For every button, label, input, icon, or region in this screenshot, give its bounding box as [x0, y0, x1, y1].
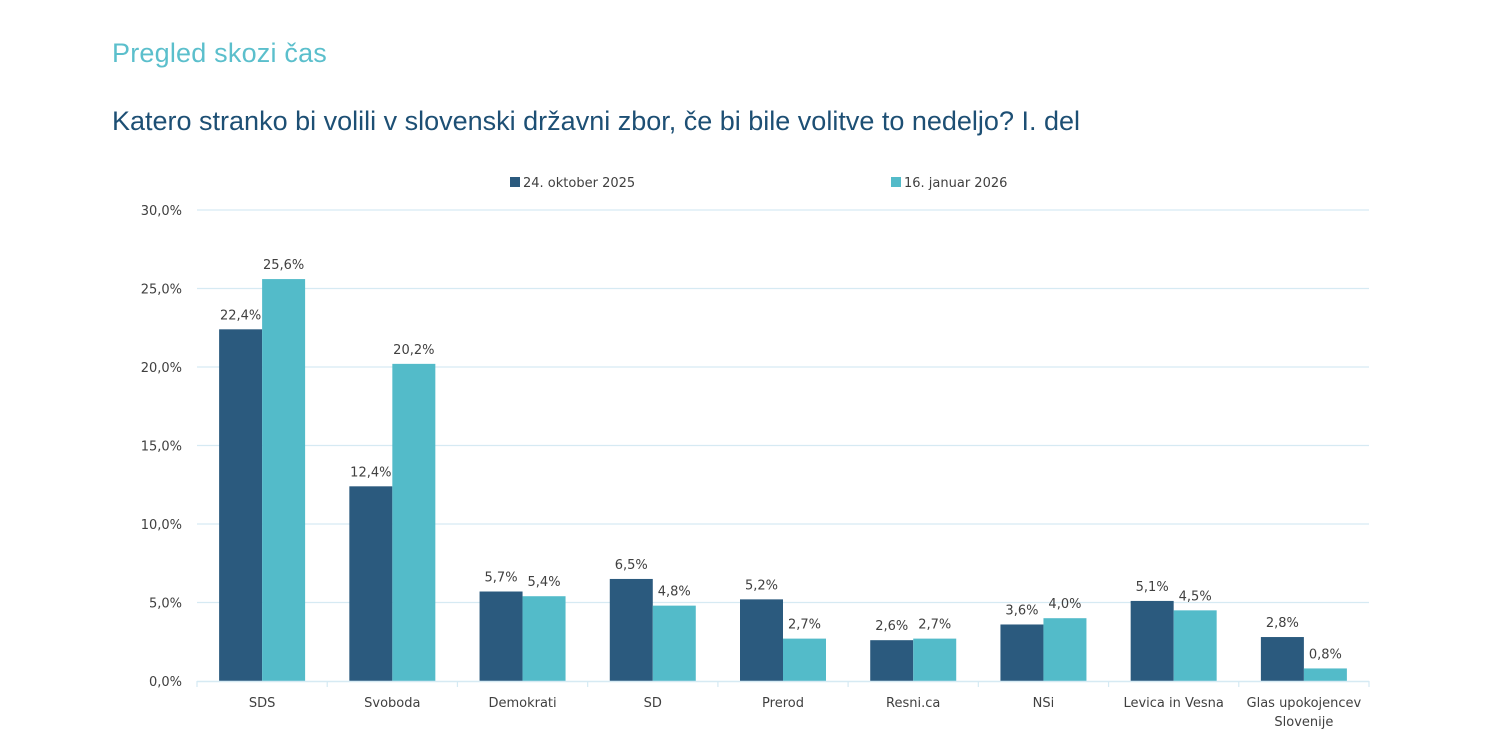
- data-label: 4,0%: [1048, 597, 1081, 612]
- question-text: Katero stranko bi volili v slovenski drž…: [112, 106, 1014, 136]
- x-category-label: SD: [644, 696, 662, 711]
- bar-januar-2026: [783, 638, 826, 681]
- data-label: 5,7%: [485, 571, 518, 586]
- y-tick-label: 25,0%: [141, 283, 182, 298]
- bar-oktober-2025: [219, 329, 263, 681]
- y-tick-label: 10,0%: [141, 518, 182, 533]
- y-tick-label: 15,0%: [141, 440, 182, 455]
- bar-januar-2026: [652, 605, 696, 681]
- data-label: 20,2%: [393, 343, 434, 358]
- bar-januar-2026: [1303, 668, 1347, 681]
- x-category-label: Svoboda: [364, 696, 420, 711]
- y-axis-ticks: 0,0% 5,0% 10,0% 15,0% 20,0% 25,0% 30,0%: [141, 204, 182, 690]
- y-tick-label: 5,0%: [149, 597, 182, 612]
- x-category-label: Levica in Vesna: [1123, 696, 1223, 711]
- legend-swatch: [510, 177, 520, 187]
- x-category-label: Glas upokojencev: [1247, 696, 1362, 711]
- data-label: 5,2%: [745, 578, 778, 593]
- bar-oktober-2025: [870, 640, 914, 681]
- bar-januar-2026: [522, 596, 566, 681]
- data-labels: 22,4% 12,4% 5,7% 6,5% 5,2% 2,6% 3,6% 5,1% 2,8% 25…: [220, 258, 1342, 662]
- x-category-label: NSi: [1033, 696, 1055, 711]
- bar-oktober-2025: [479, 591, 523, 681]
- bar-oktober-2025: [1260, 637, 1304, 681]
- bar-oktober-2025: [740, 599, 783, 681]
- data-label: 4,5%: [1179, 589, 1212, 604]
- bar-januar-2026: [1173, 610, 1217, 681]
- x-category-label: Prerod: [762, 696, 804, 711]
- legend-label: 24. oktober 2025: [523, 176, 635, 191]
- x-category-label: Resni.ca: [886, 696, 940, 711]
- data-label: 6,5%: [615, 558, 648, 573]
- data-label: 22,4%: [220, 308, 261, 323]
- data-label: 25,6%: [263, 258, 304, 273]
- x-axis: SDS Svoboda Demokrati SD Prerod Resni.ca NSi Le…: [196, 680, 1370, 730]
- question-part-suffix: I. del: [1013, 106, 1081, 136]
- data-label: 12,4%: [350, 465, 391, 480]
- data-label: 2,7%: [918, 618, 951, 633]
- bar-januar-2026: [392, 363, 436, 681]
- data-label: 0,8%: [1309, 647, 1342, 662]
- bar-januar-2026: [262, 279, 306, 681]
- legend-swatch: [891, 177, 901, 187]
- data-label: 5,4%: [528, 575, 561, 590]
- bar-januar-2026: [1043, 618, 1087, 681]
- legend: 24. oktober 2025 16. januar 2026: [510, 176, 1007, 191]
- legend-label: 16. januar 2026: [904, 176, 1007, 191]
- bar-oktober-2025: [1000, 624, 1044, 681]
- data-label: 2,7%: [788, 618, 821, 633]
- data-label: 4,8%: [658, 585, 691, 600]
- bar-januar-2026: [913, 638, 957, 681]
- y-tick-label: 0,0%: [149, 675, 182, 690]
- data-label: 2,6%: [875, 619, 908, 634]
- data-label: 3,6%: [1005, 603, 1038, 618]
- bar-oktober-2025: [609, 578, 653, 681]
- bars: [219, 279, 1347, 681]
- data-label: 5,1%: [1136, 580, 1169, 595]
- bar-oktober-2025: [349, 486, 393, 681]
- data-label: 2,8%: [1266, 616, 1299, 631]
- y-tick-label: 20,0%: [141, 361, 182, 376]
- x-category-label: SDS: [249, 696, 276, 711]
- chart-question-title: Katero stranko bi volili v slovenski drž…: [112, 106, 1080, 137]
- y-tick-label: 30,0%: [141, 204, 182, 219]
- section-title: Pregled skozi čas: [112, 38, 327, 68]
- x-category-label: Slovenije: [1274, 715, 1333, 730]
- bar-oktober-2025: [1130, 600, 1174, 681]
- x-category-label: Demokrati: [488, 696, 556, 711]
